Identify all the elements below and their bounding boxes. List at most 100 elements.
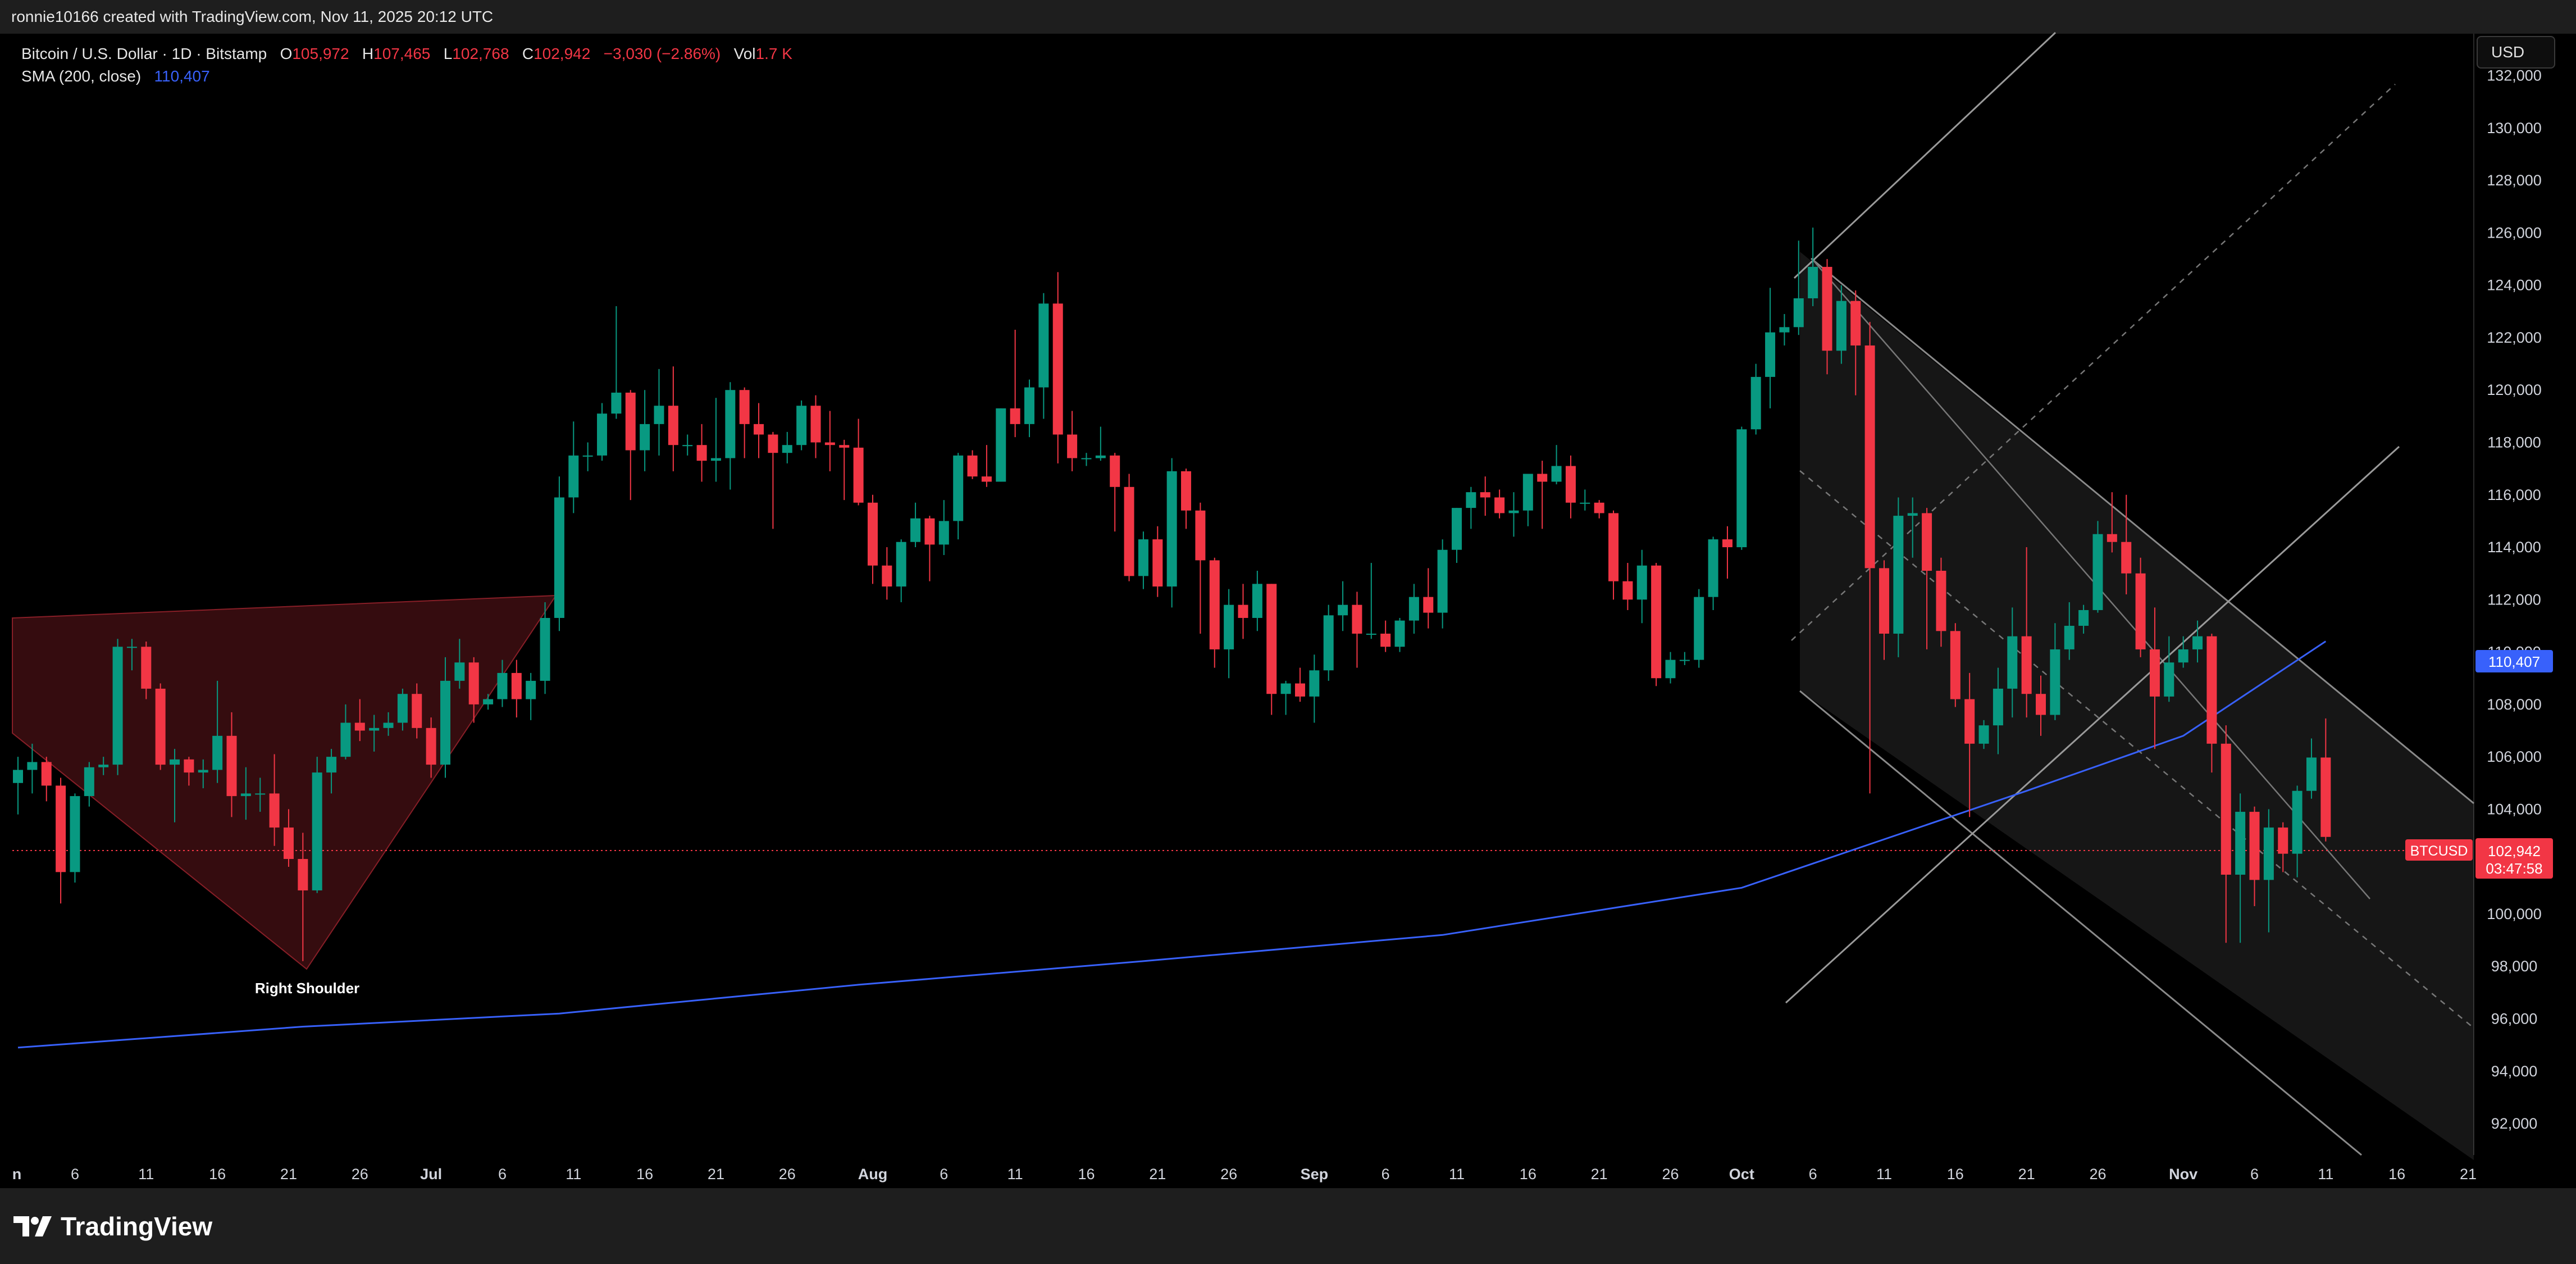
price-tick-label: 132,000 (2487, 67, 2542, 84)
candle (1323, 604, 1334, 681)
candle-body (369, 728, 380, 731)
candle-body (938, 521, 949, 545)
open-label: O (280, 45, 293, 62)
candle-body (1437, 549, 1448, 613)
sma-layer (17, 640, 2327, 1049)
candle (1352, 592, 1362, 668)
candle-body (1052, 303, 1063, 435)
time-tick-label: 16 (1520, 1166, 1537, 1183)
currency-button[interactable]: USD (2477, 36, 2555, 69)
candle (824, 411, 835, 471)
candle-body (582, 455, 593, 457)
candle (910, 502, 921, 548)
sma-indicator-label[interactable]: SMA (200, close) (21, 67, 142, 85)
candle-body (483, 699, 494, 704)
candle-body (1494, 497, 1505, 513)
candle (1922, 508, 1932, 649)
candle (1565, 455, 1576, 519)
candle-body (70, 796, 80, 872)
time-tick-label: 11 (566, 1166, 581, 1183)
candle-body (1537, 474, 1548, 482)
candle-body (1722, 539, 1732, 548)
time-tick-label: 16 (209, 1166, 226, 1183)
candle (853, 419, 864, 506)
candle (13, 757, 23, 815)
candle (340, 704, 351, 760)
candle-body (1665, 660, 1676, 679)
candle (2164, 636, 2174, 702)
time-tick-label: 16 (1947, 1166, 1964, 1183)
candle-body (1879, 568, 1889, 634)
candle-body (1679, 660, 1690, 661)
candle-body (340, 722, 351, 757)
candle (1067, 411, 1078, 471)
candle-body (1294, 683, 1305, 697)
time-tick-label: 21 (1149, 1166, 1166, 1183)
tradingview-logo-icon (13, 1216, 52, 1236)
candle-body (440, 680, 450, 765)
candle (924, 516, 935, 581)
candle (1694, 589, 1704, 668)
price-tick-label: 104,000 (2487, 801, 2542, 817)
candle (2021, 547, 2032, 718)
time-tick-label: 6 (498, 1166, 507, 1183)
candle (1124, 474, 1134, 581)
candle (2121, 494, 2132, 594)
candle-body (1907, 513, 1918, 516)
time-tick-label: 16 (1078, 1166, 1095, 1183)
candle-body (1822, 267, 1832, 351)
candle (754, 403, 764, 458)
candle-body (1252, 584, 1262, 618)
price-axis[interactable]: 132,000 130,000 128,000 126,000 124,000 122,0… (2487, 67, 2542, 1132)
candle (1152, 526, 1163, 597)
candle-body (1565, 466, 1576, 503)
candle (298, 833, 308, 961)
candle-body (1922, 513, 1932, 571)
candle-body (112, 647, 123, 765)
tradingview-brand[interactable]: TradingView (13, 1212, 212, 1241)
candle-body (1864, 345, 1875, 569)
candle (682, 434, 693, 456)
chart-legend: Bitcoin / U.S. Dollar · 1D · Bitstamp O 1… (21, 43, 792, 88)
candle-body (2192, 636, 2203, 649)
fork-middle-dashed-line (1791, 84, 2396, 641)
time-tick-label: 6 (71, 1166, 79, 1183)
price-tick-label: 128,000 (2487, 172, 2542, 189)
candle-body (1280, 683, 1291, 694)
candle-body (882, 565, 892, 587)
price-tick-label: 110,000 (2487, 644, 2541, 661)
candle-body (2263, 827, 2274, 880)
candle (240, 767, 251, 820)
candle (1466, 486, 1476, 529)
candle (1651, 563, 1662, 686)
price-tick-label: 114,000 (2487, 539, 2541, 556)
candle (483, 694, 494, 710)
candle-body (2320, 757, 2331, 837)
candle (397, 688, 408, 731)
symbol-title[interactable]: Bitcoin / U.S. Dollar · 1D · Bitstamp (21, 45, 267, 62)
candle-body (212, 735, 223, 770)
time-tick-label: 21 (2460, 1166, 2477, 1183)
candle (967, 450, 978, 479)
candle-body (126, 647, 137, 648)
time-axis[interactable]: n 6 11 16 21 26 Jul 6 11 16 21 26 Aug 6 11 16 21 26 Sep 6 11… (12, 1166, 2477, 1183)
candle-body (27, 762, 38, 770)
candle (2206, 633, 2217, 773)
candle (1836, 285, 1846, 364)
candle (1408, 584, 1419, 634)
candle (269, 754, 280, 846)
candle (1138, 531, 1148, 589)
candle (1580, 489, 1590, 511)
time-tick-label: 6 (1809, 1166, 1817, 1183)
candle-body (725, 390, 736, 458)
candle-body (625, 392, 636, 451)
candle (782, 431, 792, 463)
high-value: 107,465 (373, 45, 431, 62)
candle (1636, 549, 1647, 624)
candle-body (198, 770, 208, 773)
candle-body (240, 793, 251, 797)
candle (1195, 502, 1206, 634)
time-tick-label: Nov (2169, 1166, 2197, 1183)
candle-body (426, 728, 436, 765)
